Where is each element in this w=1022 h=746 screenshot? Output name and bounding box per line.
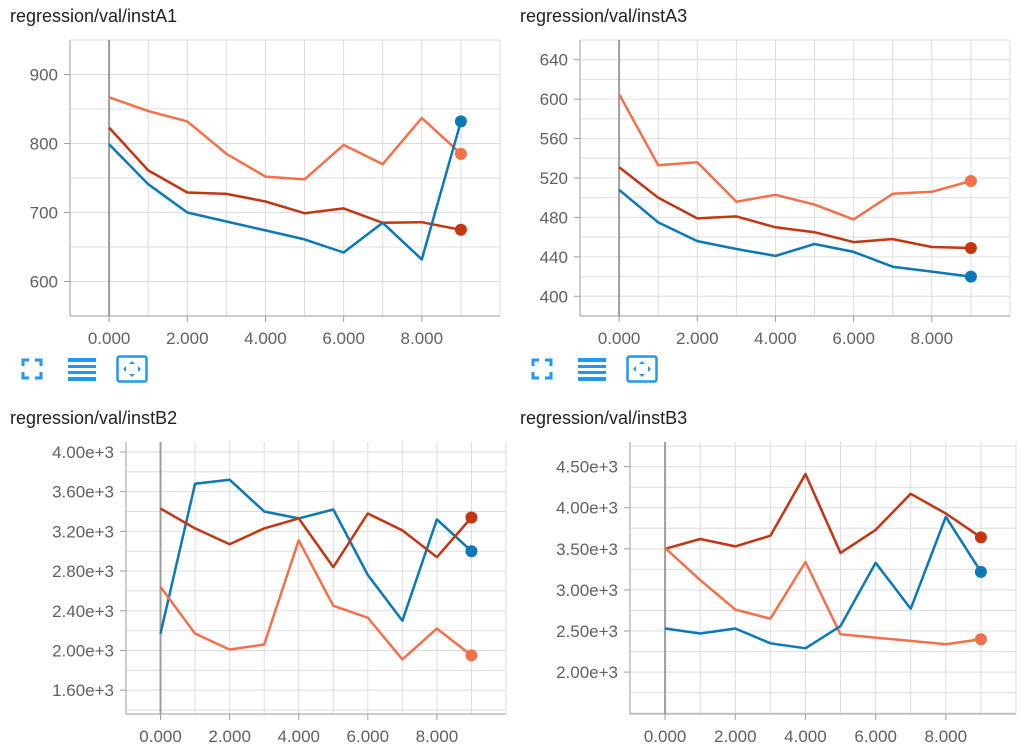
fit-domain-button[interactable] bbox=[114, 353, 150, 385]
y-tick-label: 4.00e+3 bbox=[52, 443, 114, 462]
series-end-marker bbox=[964, 270, 977, 283]
series-line bbox=[664, 547, 982, 646]
series-end-marker bbox=[465, 511, 478, 524]
x-tick-label: 2.000 bbox=[166, 329, 209, 348]
y-tick-label: 900 bbox=[30, 66, 58, 85]
y-tick-label: 2.80e+3 bbox=[52, 562, 114, 581]
expand-icon bbox=[21, 358, 43, 380]
series-line bbox=[664, 515, 982, 650]
x-tick-label: 4.000 bbox=[277, 727, 320, 746]
y-tick-label: 700 bbox=[30, 204, 58, 223]
x-tick-label: 8.000 bbox=[401, 329, 444, 348]
chart-title: regression/val/instA1 bbox=[10, 6, 178, 26]
x-tick-label: 2.000 bbox=[208, 727, 251, 746]
series-line bbox=[618, 188, 972, 278]
x-tick-label: 4.000 bbox=[244, 329, 287, 348]
x-tick-label: 2.000 bbox=[714, 727, 757, 746]
series-line bbox=[108, 126, 462, 232]
x-tick-label: 4.000 bbox=[754, 329, 797, 348]
x-tick-label: 8.000 bbox=[925, 727, 968, 746]
chart-toolbar bbox=[524, 353, 660, 385]
x-tick-label: 6.000 bbox=[322, 329, 365, 348]
series-end-marker bbox=[974, 565, 987, 578]
y-tick-label: 4.00e+3 bbox=[556, 499, 618, 518]
fit-domain-icon bbox=[626, 355, 658, 383]
x-tick-label: 6.000 bbox=[854, 727, 897, 746]
y-tick-label: 2.00e+3 bbox=[52, 641, 114, 660]
y-tick-label: 4.50e+3 bbox=[556, 458, 618, 477]
series-line bbox=[664, 472, 982, 555]
chart-toolbar bbox=[14, 353, 150, 385]
series-line bbox=[108, 121, 463, 261]
x-tick-label: 8.000 bbox=[911, 329, 954, 348]
expand-button[interactable] bbox=[524, 353, 560, 385]
x-tick-label: 2.000 bbox=[676, 329, 719, 348]
y-tick-label: 2.50e+3 bbox=[556, 622, 618, 641]
series-end-marker bbox=[465, 649, 478, 662]
chart-card-insta1: regression/val/instA1 600 700 800 900 0.000 2… bbox=[10, 6, 510, 396]
y-tick-label: 520 bbox=[540, 169, 568, 188]
y-tick-label: 3.20e+3 bbox=[52, 522, 114, 541]
toggle-y-log-icon bbox=[578, 358, 606, 381]
series-end-marker bbox=[454, 147, 467, 160]
fit-domain-icon bbox=[116, 355, 148, 383]
line-chart[interactable]: 400 440 480 520 560 600 640 0.000 2.000 4.000 6.00… bbox=[520, 6, 1020, 358]
series-end-marker bbox=[454, 115, 467, 128]
expand-button[interactable] bbox=[14, 353, 50, 385]
x-tick-label: 6.000 bbox=[347, 727, 390, 746]
series-end-marker bbox=[465, 545, 478, 558]
line-chart[interactable]: 600 700 800 900 0.000 2.000 4.000 6.000 8.000 bbox=[10, 6, 510, 358]
line-chart[interactable]: 2.00e+3 2.50e+3 3.00e+3 3.50e+3 4.00e+3 4.50e… bbox=[520, 408, 1020, 746]
line-chart[interactable]: 1.60e+3 2.00e+3 2.40e+3 2.80e+3 3.20e+3 3.60e… bbox=[10, 408, 510, 746]
toggle-y-log-button[interactable] bbox=[574, 353, 610, 385]
y-tick-label: 600 bbox=[540, 90, 568, 109]
chart-card-instb2: regression/val/instB2 1.60e+3 2.00e+3 2.40… bbox=[10, 408, 510, 746]
chart-card-instb3: regression/val/instB3 2.00e+3 2.50e+3 3.00… bbox=[520, 408, 1020, 746]
series-line bbox=[159, 478, 473, 634]
y-tick-label: 400 bbox=[540, 287, 568, 306]
x-tick-label: 0.000 bbox=[139, 727, 182, 746]
series-end-marker bbox=[964, 241, 977, 254]
y-tick-label: 560 bbox=[540, 130, 568, 149]
y-tick-label: 480 bbox=[540, 208, 568, 227]
x-tick-label: 0.000 bbox=[644, 727, 687, 746]
series-line bbox=[618, 166, 971, 250]
series-end-marker bbox=[974, 633, 987, 646]
series-line bbox=[159, 539, 473, 661]
x-tick-label: 6.000 bbox=[832, 329, 875, 348]
series-line bbox=[108, 96, 462, 181]
series-end-marker bbox=[964, 174, 977, 187]
fit-domain-button[interactable] bbox=[624, 353, 660, 385]
x-tick-label: 0.000 bbox=[598, 329, 641, 348]
y-tick-label: 1.60e+3 bbox=[52, 681, 114, 700]
y-tick-label: 2.00e+3 bbox=[556, 663, 618, 682]
y-tick-label: 3.60e+3 bbox=[52, 483, 114, 502]
chart-title: regression/val/instB2 bbox=[10, 408, 178, 428]
expand-icon bbox=[531, 358, 553, 380]
y-tick-label: 600 bbox=[30, 273, 58, 292]
chart-title: regression/val/instB3 bbox=[520, 408, 688, 428]
y-tick-label: 640 bbox=[540, 51, 568, 70]
chart-title: regression/val/instA3 bbox=[520, 6, 688, 26]
series-line bbox=[159, 507, 473, 569]
x-tick-label: 8.000 bbox=[416, 727, 459, 746]
y-tick-label: 3.50e+3 bbox=[556, 540, 618, 559]
y-tick-label: 3.00e+3 bbox=[556, 581, 618, 600]
y-tick-label: 2.40e+3 bbox=[52, 602, 114, 621]
chart-card-insta3: regression/val/instA3 400 440 480 520 560 600… bbox=[520, 6, 1020, 396]
x-tick-label: 0.000 bbox=[88, 329, 131, 348]
series-end-marker bbox=[454, 223, 467, 236]
series-end-marker bbox=[974, 531, 987, 544]
y-tick-label: 440 bbox=[540, 248, 568, 267]
y-tick-label: 800 bbox=[30, 135, 58, 154]
toggle-y-log-icon bbox=[68, 358, 96, 381]
x-tick-label: 4.000 bbox=[784, 727, 827, 746]
series-line bbox=[618, 93, 972, 221]
toggle-y-log-button[interactable] bbox=[64, 353, 100, 385]
